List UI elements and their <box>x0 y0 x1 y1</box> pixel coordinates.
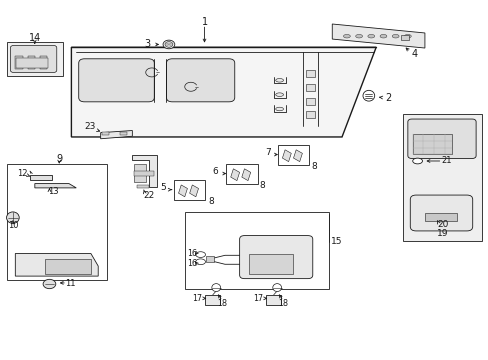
FancyBboxPatch shape <box>407 119 475 158</box>
Bar <box>102 132 109 135</box>
Ellipse shape <box>367 35 374 38</box>
Bar <box>40 56 47 69</box>
Bar <box>27 56 35 69</box>
Polygon shape <box>101 131 132 139</box>
Polygon shape <box>178 185 187 197</box>
Polygon shape <box>230 169 239 181</box>
Polygon shape <box>266 295 281 305</box>
Ellipse shape <box>164 41 172 47</box>
Ellipse shape <box>391 35 398 38</box>
Text: 16: 16 <box>187 249 197 258</box>
Ellipse shape <box>6 212 19 224</box>
Text: 18: 18 <box>278 298 288 307</box>
Text: 21: 21 <box>441 157 451 166</box>
Text: 1: 1 <box>201 17 207 27</box>
Bar <box>277 145 309 165</box>
Text: 19: 19 <box>436 229 448 238</box>
Polygon shape <box>331 24 424 48</box>
Bar <box>184 212 328 289</box>
Ellipse shape <box>163 40 174 49</box>
Bar <box>305 98 314 105</box>
Text: 11: 11 <box>65 279 76 288</box>
Ellipse shape <box>275 107 283 111</box>
Bar <box>305 84 314 91</box>
FancyBboxPatch shape <box>79 59 154 102</box>
Bar <box>134 171 154 176</box>
Text: 17: 17 <box>253 294 263 303</box>
Text: 23: 23 <box>84 122 96 131</box>
Ellipse shape <box>195 252 205 257</box>
Ellipse shape <box>195 259 205 265</box>
Polygon shape <box>132 155 157 187</box>
Text: 12: 12 <box>18 169 28 178</box>
Text: 2: 2 <box>385 93 391 103</box>
Ellipse shape <box>272 284 281 292</box>
Ellipse shape <box>412 158 422 164</box>
Text: 7: 7 <box>264 148 270 157</box>
Bar <box>137 185 149 188</box>
Bar <box>305 69 314 77</box>
Bar <box>120 132 127 135</box>
Text: 3: 3 <box>143 40 150 49</box>
Text: 20: 20 <box>436 220 447 229</box>
Text: 14: 14 <box>29 33 41 43</box>
Bar <box>402 114 481 241</box>
Ellipse shape <box>379 35 386 38</box>
Polygon shape <box>35 184 76 188</box>
Text: 18: 18 <box>217 298 227 307</box>
Text: 10: 10 <box>8 221 18 230</box>
FancyBboxPatch shape <box>409 195 472 231</box>
Bar <box>7 164 107 280</box>
Text: 16: 16 <box>187 259 197 268</box>
Ellipse shape <box>275 93 283 96</box>
Bar <box>249 254 293 274</box>
Text: 4: 4 <box>410 49 416 59</box>
FancyBboxPatch shape <box>239 235 312 279</box>
Polygon shape <box>242 169 250 181</box>
FancyBboxPatch shape <box>166 59 234 102</box>
Ellipse shape <box>275 78 283 82</box>
Text: 17: 17 <box>192 294 202 303</box>
Text: 8: 8 <box>259 181 265 190</box>
Text: 8: 8 <box>311 162 316 171</box>
Bar <box>424 213 456 221</box>
Polygon shape <box>282 150 291 162</box>
Bar <box>206 256 213 262</box>
Bar <box>16 58 48 68</box>
Text: 22: 22 <box>143 190 155 199</box>
Polygon shape <box>293 150 302 162</box>
Bar <box>30 175 52 180</box>
Bar <box>305 111 314 118</box>
Bar <box>400 35 408 40</box>
Text: 15: 15 <box>331 237 342 246</box>
Text: 13: 13 <box>48 187 59 196</box>
Bar <box>173 180 205 200</box>
FancyBboxPatch shape <box>10 45 57 72</box>
Polygon shape <box>15 253 98 276</box>
Ellipse shape <box>404 35 410 38</box>
Text: 8: 8 <box>208 197 214 206</box>
Bar <box>412 134 451 154</box>
Bar <box>44 259 91 274</box>
Ellipse shape <box>43 279 56 289</box>
Polygon shape <box>189 185 198 197</box>
Ellipse shape <box>211 284 220 292</box>
Bar <box>6 42 62 76</box>
Ellipse shape <box>355 35 362 38</box>
Ellipse shape <box>343 35 349 38</box>
Polygon shape <box>71 47 375 137</box>
Bar <box>225 164 257 184</box>
Ellipse shape <box>362 90 374 101</box>
Bar <box>15 56 22 69</box>
Polygon shape <box>205 295 220 305</box>
Text: 6: 6 <box>212 167 218 176</box>
Text: 5: 5 <box>160 183 165 192</box>
Text: 9: 9 <box>56 154 62 164</box>
Bar <box>134 164 146 182</box>
